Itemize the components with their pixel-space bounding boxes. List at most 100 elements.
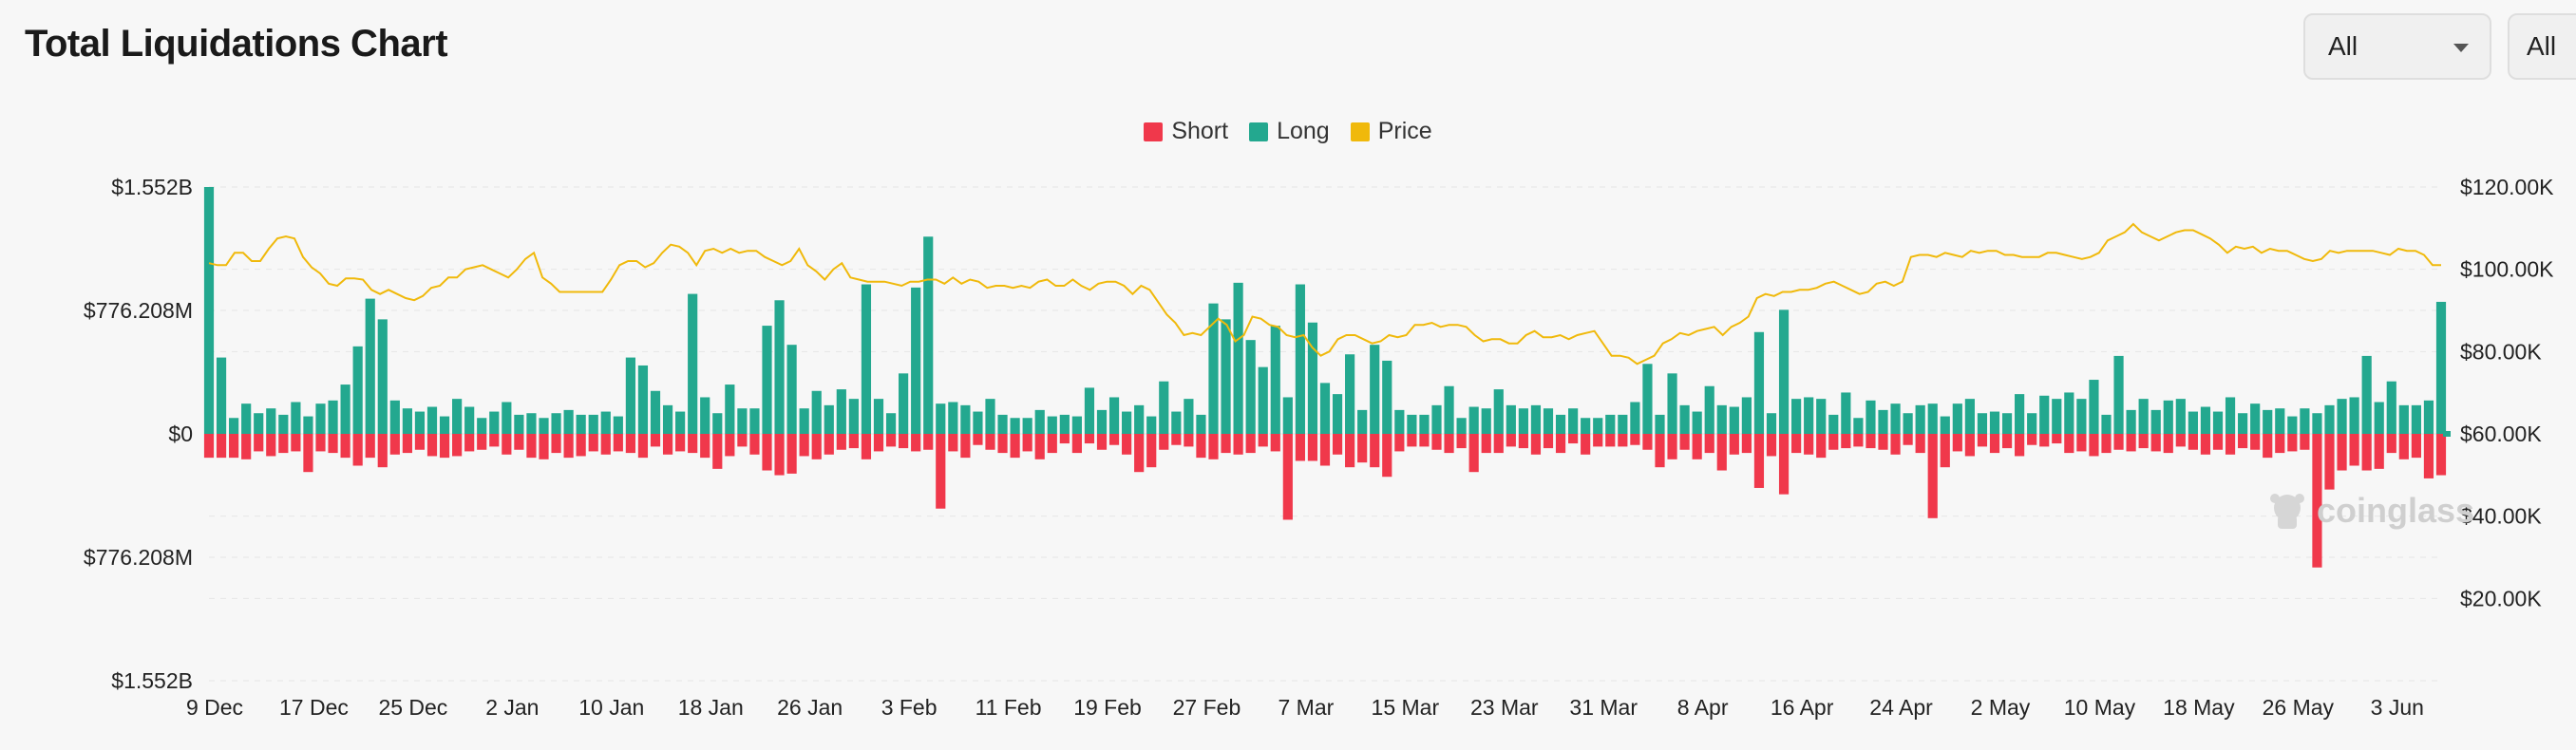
long-bar (997, 414, 1008, 434)
long-bar (2163, 400, 2173, 434)
long-bar (2076, 399, 2087, 434)
long-bar (848, 399, 859, 434)
chevron-down-icon (2453, 44, 2469, 52)
short-bar (650, 434, 661, 447)
long-bar (675, 411, 686, 434)
short-bar (1593, 434, 1603, 447)
long-bar (1741, 397, 1752, 434)
x-axis-tick-label: 10 Jan (578, 695, 644, 720)
short-bar (1952, 434, 1962, 452)
long-bar (2411, 404, 2421, 434)
long-bar (1778, 309, 1790, 434)
legend-label-long: Long (1277, 118, 1330, 144)
short-bar (1159, 434, 1169, 450)
short-bar (254, 434, 264, 452)
long-bar (1630, 402, 1640, 434)
short-bar (1444, 434, 1454, 454)
short-bar (2324, 434, 2335, 490)
short-bar (1704, 434, 1714, 454)
long-bar (749, 408, 760, 434)
long-bar (899, 373, 909, 434)
legend-swatch-price (1350, 122, 1370, 141)
short-bar (2052, 434, 2062, 444)
short-bar (662, 434, 673, 455)
long-bar (1667, 373, 1677, 434)
short-bar (489, 434, 500, 447)
short-bar (613, 434, 623, 452)
short-bar (936, 434, 946, 509)
short-bar (899, 434, 909, 449)
short-bar (1568, 434, 1579, 444)
long-bar (1952, 403, 1962, 434)
long-bar (1047, 416, 1057, 434)
x-axis-tick-label: 23 Mar (1470, 695, 1539, 720)
long-bar (1964, 399, 1975, 434)
long-bar (1357, 409, 1368, 434)
short-bar (452, 434, 463, 457)
x-axis-tick-label: 2 Jan (485, 695, 539, 720)
short-bar (1841, 434, 1851, 449)
x-axis-tick-label: 9 Dec (186, 695, 243, 720)
short-bar (762, 434, 772, 471)
long-bar (2386, 381, 2396, 434)
right-axis-tick-label: $20.00K (2460, 586, 2542, 610)
short-bar (1096, 434, 1108, 450)
long-bar (1134, 404, 1145, 434)
short-bar (1146, 434, 1157, 468)
short-bar (1047, 434, 1057, 454)
short-bar (1506, 434, 1516, 447)
long-bar (1977, 413, 1988, 434)
short-bar (1964, 434, 1975, 457)
short-bar (1456, 434, 1467, 449)
legend-item-short[interactable]: Short (1144, 118, 1228, 145)
legend-swatch-long (1249, 122, 1269, 141)
left-axis-tick-label: $776.208M (84, 298, 193, 323)
short-bar (1555, 434, 1566, 454)
long-bar (414, 411, 426, 434)
long-bar (625, 357, 635, 434)
long-bar (539, 418, 549, 434)
short-bar (439, 434, 450, 459)
short-bar (799, 434, 809, 457)
short-bar (1518, 434, 1528, 449)
short-bar (1655, 434, 1665, 468)
coin-select[interactable]: All (2508, 13, 2576, 80)
long-bar (278, 414, 289, 434)
x-axis-tick-label: 26 May (2263, 695, 2335, 720)
short-bar (2423, 434, 2434, 478)
short-bar (1332, 434, 1343, 455)
long-bar (2312, 413, 2322, 434)
short-bar (786, 434, 797, 474)
short-bar (2064, 434, 2074, 454)
long-bar (563, 409, 574, 434)
short-bar (848, 434, 859, 449)
short-bar (2225, 434, 2236, 455)
long-bar (1555, 414, 1566, 434)
long-bar (2263, 409, 2273, 434)
short-bar (526, 434, 537, 459)
long-bar (885, 413, 897, 434)
short-bar (1282, 434, 1293, 520)
long-bar (352, 346, 363, 434)
short-bar (1804, 434, 1814, 455)
short-bar (1716, 434, 1727, 471)
long-bar (1184, 399, 1194, 434)
long-bar (2225, 397, 2236, 434)
short-bar (2200, 434, 2211, 455)
legend-item-long[interactable]: Long (1249, 118, 1330, 145)
short-bar (2015, 434, 2025, 457)
long-bar (1010, 418, 1020, 434)
long-bar (923, 236, 934, 434)
long-bar (2126, 409, 2136, 434)
long-bar (1345, 354, 1355, 434)
long-bar (2175, 399, 2186, 434)
short-bar (948, 434, 958, 452)
long-bar (2398, 404, 2409, 434)
short-bar (291, 434, 301, 452)
short-bar (700, 434, 710, 459)
long-bar (2361, 355, 2372, 434)
legend-item-price[interactable]: Price (1350, 118, 1432, 145)
long-bar (1481, 408, 1491, 434)
time-range-select[interactable]: All (2303, 13, 2491, 80)
